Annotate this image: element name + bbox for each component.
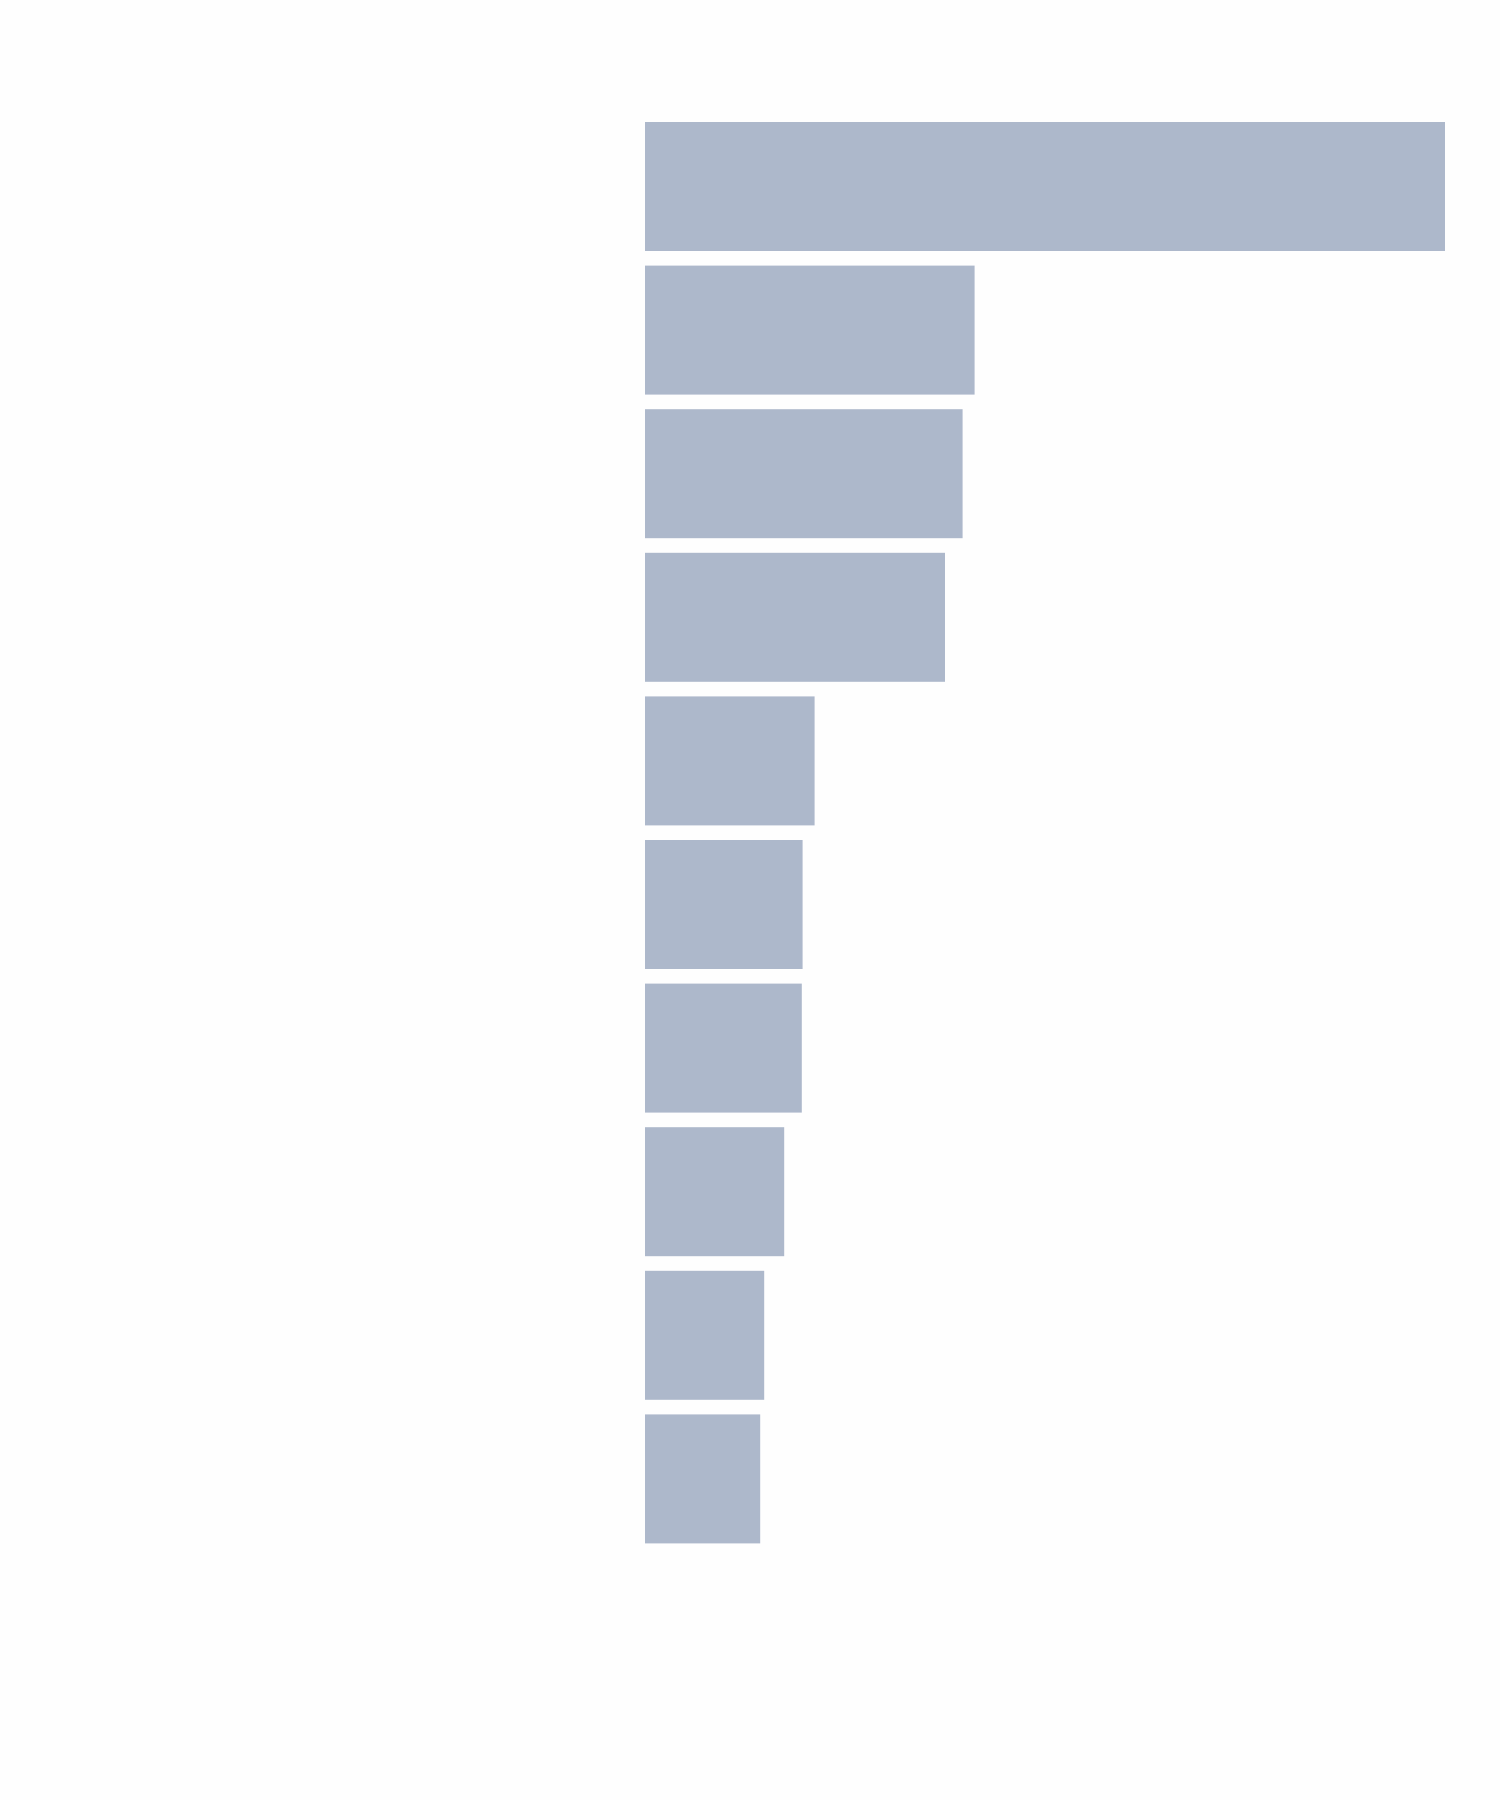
bar-3: [645, 409, 963, 539]
bar-4: [645, 552, 945, 682]
bar-10: [645, 1414, 761, 1544]
bar-6: [645, 840, 803, 969]
bar-5: [645, 696, 815, 826]
bars-group: [645, 122, 1445, 1544]
bar-2: [645, 265, 975, 395]
bar-9: [645, 1270, 765, 1400]
bar-1: [645, 122, 1445, 251]
bar-8: [645, 1127, 785, 1257]
bar-7: [645, 983, 802, 1113]
